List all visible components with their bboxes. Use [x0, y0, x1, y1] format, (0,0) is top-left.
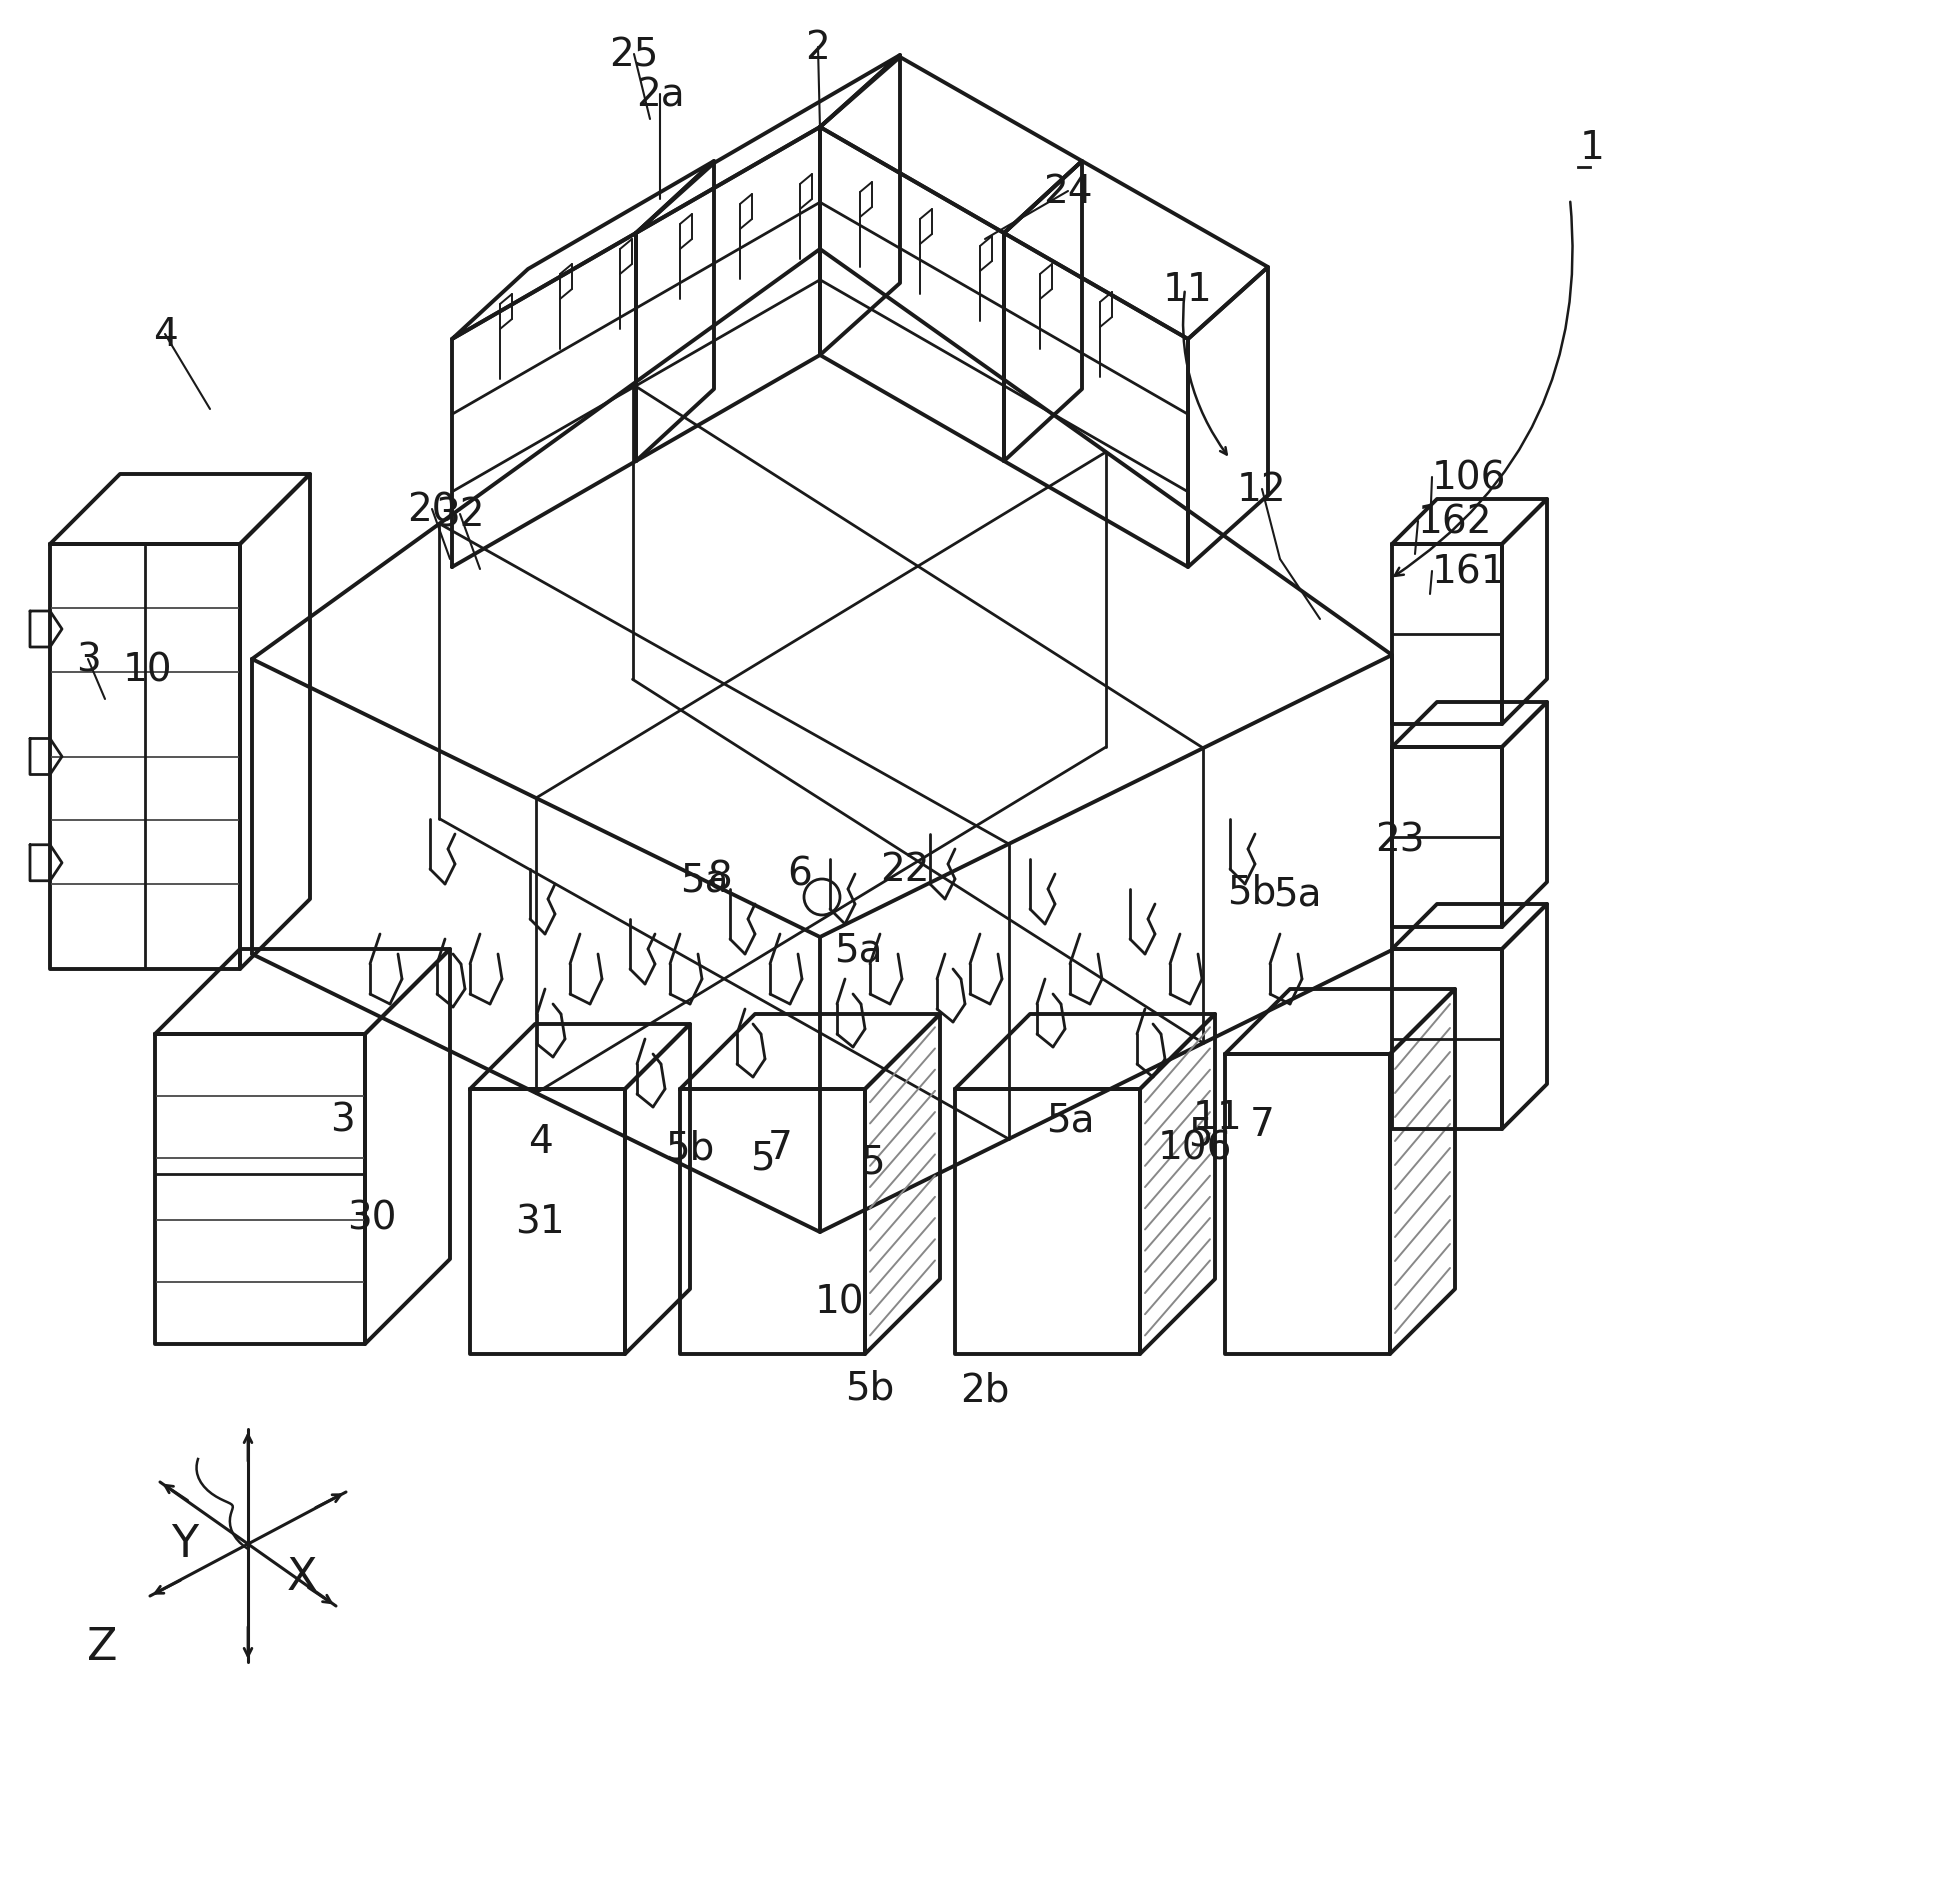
- Text: 7: 7: [1249, 1105, 1274, 1143]
- Text: 10: 10: [123, 651, 172, 689]
- Text: 106: 106: [1431, 459, 1505, 497]
- Text: 5a: 5a: [834, 930, 883, 968]
- Text: 11: 11: [1192, 1099, 1243, 1137]
- Text: Z: Z: [86, 1627, 117, 1668]
- Text: 8: 8: [706, 858, 732, 896]
- Text: 31: 31: [515, 1201, 564, 1241]
- Text: 5a: 5a: [1045, 1101, 1094, 1139]
- Text: X: X: [286, 1556, 317, 1598]
- Text: 2: 2: [804, 28, 830, 66]
- Text: 162: 162: [1417, 503, 1491, 541]
- Text: 5a: 5a: [1272, 875, 1321, 913]
- Text: 5: 5: [859, 1143, 885, 1181]
- Text: 5b: 5b: [1227, 873, 1276, 911]
- Text: 5: 5: [750, 1139, 773, 1177]
- Text: 5a: 5a: [679, 860, 728, 898]
- Text: 2a: 2a: [636, 76, 683, 114]
- Text: 2b: 2b: [959, 1370, 1010, 1408]
- Text: 11: 11: [1162, 271, 1211, 309]
- Text: 22: 22: [881, 850, 930, 888]
- Text: 1: 1: [1579, 129, 1605, 167]
- Text: 3: 3: [329, 1101, 354, 1139]
- Text: 25: 25: [609, 36, 658, 74]
- Text: Y: Y: [172, 1522, 198, 1566]
- Text: 5: 5: [1188, 1116, 1211, 1154]
- Text: 10: 10: [814, 1283, 865, 1321]
- Text: 4: 4: [526, 1122, 552, 1160]
- Text: 30: 30: [346, 1198, 397, 1236]
- Text: 12: 12: [1237, 471, 1286, 509]
- Text: 7: 7: [767, 1129, 793, 1167]
- Text: 5b: 5b: [845, 1368, 894, 1406]
- Text: 20: 20: [407, 492, 456, 530]
- Text: 4: 4: [153, 315, 178, 353]
- Text: 5b: 5b: [665, 1129, 714, 1167]
- Text: 32: 32: [434, 495, 485, 533]
- Text: 6: 6: [787, 856, 812, 894]
- Text: 3: 3: [76, 642, 100, 679]
- Text: 106: 106: [1157, 1129, 1231, 1167]
- Text: 23: 23: [1374, 820, 1425, 858]
- Text: 161: 161: [1431, 552, 1505, 590]
- Text: 24: 24: [1043, 173, 1092, 211]
